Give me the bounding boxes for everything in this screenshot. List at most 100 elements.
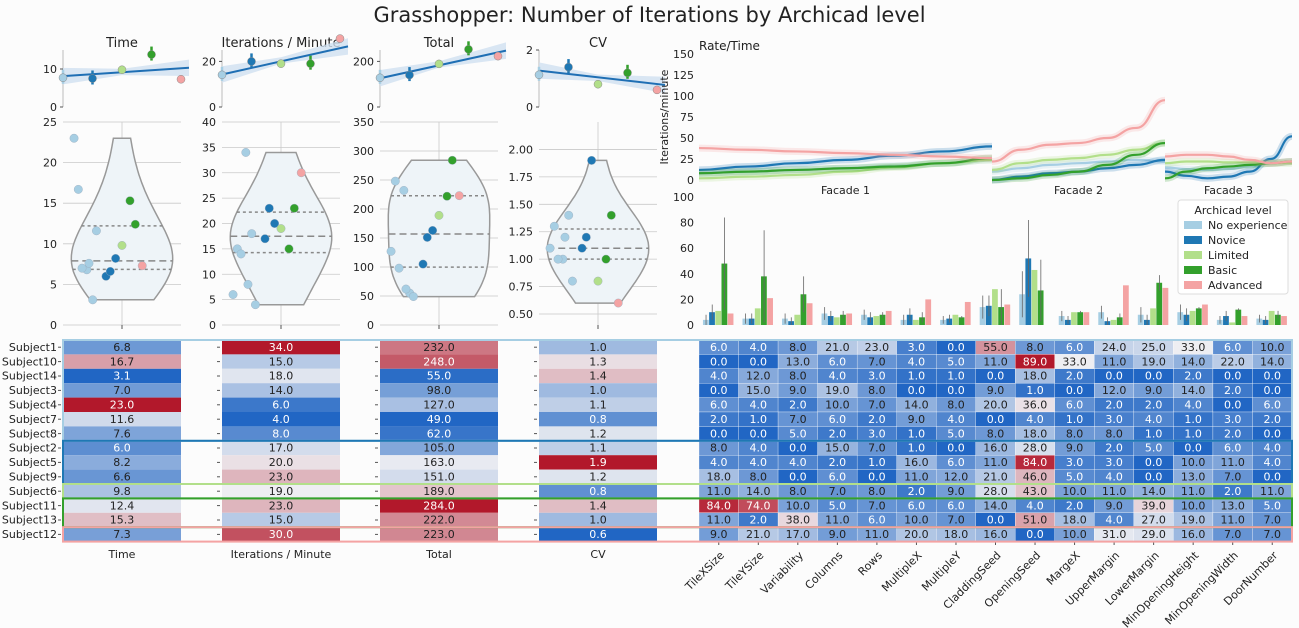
subject-point xyxy=(260,234,270,244)
heat-cell-1 xyxy=(222,469,340,484)
heat-cell-label-3: 1.0 xyxy=(589,341,607,354)
heat-cell-label: 4.0 xyxy=(1105,471,1123,484)
bar xyxy=(833,317,840,325)
heat-cell-label: 0.0 xyxy=(1224,399,1242,412)
violin-tick-label-3: 1.00 xyxy=(509,253,534,266)
bar xyxy=(840,314,846,325)
heat-cell-1 xyxy=(222,354,340,369)
subject-point xyxy=(601,254,611,264)
heat-cell-label: 6.0 xyxy=(710,399,728,412)
heat-cell-label: 8.0 xyxy=(868,384,886,397)
bar xyxy=(1110,319,1117,325)
level-mean-point-3 xyxy=(623,68,632,78)
heat-cell-label: 9.0 xyxy=(947,485,965,498)
group-outline xyxy=(62,526,1293,543)
bar xyxy=(879,314,886,325)
heat-cell-label: 15.0 xyxy=(825,442,850,455)
top-tick-label-3: 0 xyxy=(526,101,533,114)
heat-cell-label: 21.0 xyxy=(825,341,850,354)
heat-cell-3 xyxy=(539,383,657,398)
heat-cell-label: 18.0 xyxy=(1062,514,1087,527)
violin-shape-2 xyxy=(387,159,491,298)
top-tick-label-1: 0 xyxy=(209,101,216,114)
heat-cell-label: 4.0 xyxy=(750,456,768,469)
heat-cell-2 xyxy=(380,512,498,528)
heat-cell-label: 1.0 xyxy=(1184,427,1202,440)
heat-cell-label: 4.0 xyxy=(1263,456,1281,469)
heat-cell-label-0: 6.6 xyxy=(113,471,131,484)
rate-line xyxy=(991,141,1166,172)
row-label: Subject10 xyxy=(2,355,57,368)
subject-point xyxy=(386,246,396,256)
heat-cell-label: 0.0 xyxy=(710,355,728,368)
heat-cell-label: 11.0 xyxy=(707,514,732,527)
heat-cell-label: 9.0 xyxy=(987,384,1005,397)
heat-cell-label: 3.0 xyxy=(1066,456,1084,469)
heat-cell-label: 8.0 xyxy=(868,485,886,498)
bar xyxy=(1156,282,1163,325)
subject-point xyxy=(577,243,587,253)
violin-tick-label-1: 5 xyxy=(209,294,216,307)
heat-cell-label: 7.0 xyxy=(868,355,886,368)
bar xyxy=(1281,316,1287,325)
heat-cell-label: 33.0 xyxy=(1181,341,1206,354)
bar xyxy=(1189,310,1196,325)
heat-cell-label: 6.0 xyxy=(1224,442,1242,455)
level-mean-point-2 xyxy=(375,73,385,83)
heat-cell-label: 5.0 xyxy=(1263,499,1281,512)
subject-point xyxy=(105,267,115,276)
subject-point xyxy=(434,210,444,220)
heat-cell-label: 14.0 xyxy=(983,499,1008,512)
level-mean-point-0 xyxy=(88,74,97,83)
violin-tick-label-0: 0 xyxy=(50,319,57,332)
violin-tick-label-2: 0 xyxy=(367,319,374,332)
heat-cell-label: 3.0 xyxy=(1224,413,1242,426)
heat-cell-label-2: 248.0 xyxy=(423,355,455,368)
heat-cell-label: 8.0 xyxy=(710,442,728,455)
heat-cell-label: 6.0 xyxy=(947,456,965,469)
legend-swatch xyxy=(1184,236,1202,244)
heat-cell-label: 2.0 xyxy=(1105,399,1123,412)
heat-cell-label-1: 4.0 xyxy=(272,413,290,426)
rate-tick-label: 0 xyxy=(687,174,694,187)
heat-cell-label: 11.0 xyxy=(983,456,1008,469)
bar-tick-label: 40 xyxy=(680,268,694,281)
heat-cell-label-3: 0.6 xyxy=(589,528,607,541)
row-label: Subject5 xyxy=(9,456,57,469)
heat-cell-label: 18.0 xyxy=(1023,427,1048,440)
heat-cell-label: 33.0 xyxy=(1062,355,1087,368)
violin-tick-label-1: 40 xyxy=(202,116,216,129)
heat-cell-0 xyxy=(63,527,181,542)
violin-tick-label-1: 20 xyxy=(202,218,216,231)
heat-cell-3 xyxy=(539,354,657,369)
heat-cell-0 xyxy=(63,412,181,427)
heat-cell-label: 2.0 xyxy=(789,399,807,412)
heat-cell-label: 28.0 xyxy=(1023,442,1048,455)
bar xyxy=(1229,322,1236,325)
heat-cell-label: 4.0 xyxy=(947,413,965,426)
heat-cell-2 xyxy=(380,498,498,513)
subject-point xyxy=(560,232,570,242)
heat-cell-2 xyxy=(380,340,498,355)
bar xyxy=(1274,314,1281,325)
level-mean-point-3 xyxy=(593,79,603,89)
subject-point xyxy=(289,203,299,213)
violin-tick-label-3: 0.50 xyxy=(509,308,534,321)
heat-cell-label: 16.0 xyxy=(904,456,929,469)
heat-cell-label-0: 7.0 xyxy=(113,384,131,397)
heat-cell-label: 12.0 xyxy=(1102,384,1127,397)
heat-cell-label: 0.0 xyxy=(908,384,926,397)
heat-cell-label: 13.0 xyxy=(786,355,811,368)
legend-label: Novice xyxy=(1208,234,1246,247)
heat-cell-label: 0.0 xyxy=(1263,427,1281,440)
heat-cell-label: 0.0 xyxy=(1145,471,1163,484)
heat-cell-label: 39.0 xyxy=(1141,499,1166,512)
legend-title: Archicad level xyxy=(1194,204,1271,217)
heat-xlabel-0: Time xyxy=(108,548,136,561)
bar-tick-label: 0 xyxy=(687,319,694,332)
heat-cell-label: 8.0 xyxy=(789,370,807,383)
heat-cell-label: 4.0 xyxy=(1184,399,1202,412)
regression-line-3 xyxy=(538,69,666,86)
heat-cell-3 xyxy=(539,426,657,441)
violin-tick-label-1: 10 xyxy=(202,268,216,281)
